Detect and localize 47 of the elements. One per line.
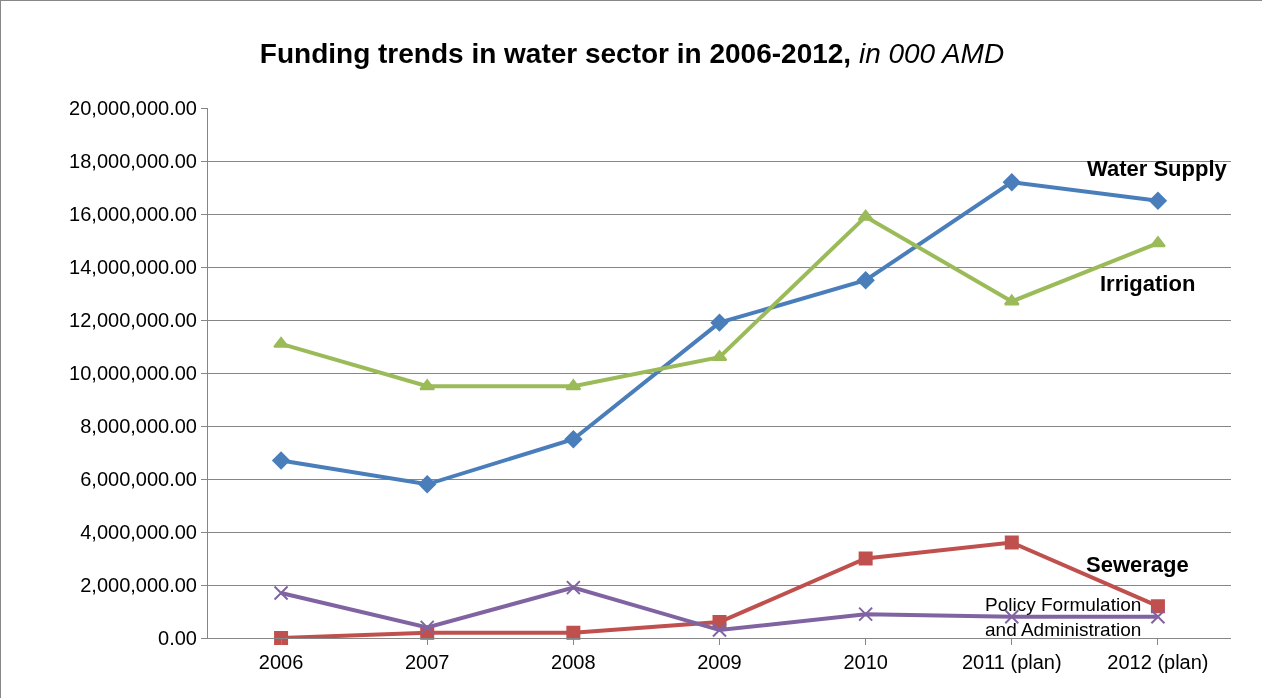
point — [566, 625, 581, 640]
y-tick-label: 6,000,000.00 — [80, 468, 197, 490]
point — [1150, 599, 1165, 614]
point — [712, 622, 727, 638]
x-tick-label: 2008 — [551, 651, 596, 673]
series-label: Water Supply — [1087, 156, 1228, 181]
y-tick-label: 20,000,000.00 — [69, 97, 197, 119]
point — [857, 209, 874, 221]
point — [272, 451, 290, 470]
series-label: Policy Formulation and Administration — [985, 594, 1142, 640]
y-tick-label: 0.00 — [158, 627, 197, 649]
point — [858, 606, 874, 622]
point — [565, 580, 581, 596]
y-tick-label: 14,000,000.00 — [69, 256, 197, 278]
x-tick-label: 2011 (plan) — [961, 651, 1062, 673]
y-tick-label: 2,000,000.00 — [80, 574, 197, 596]
y-tick-label: 4,000,000.00 — [80, 521, 197, 543]
point — [273, 336, 289, 348]
point — [273, 585, 289, 601]
point — [858, 551, 873, 566]
y-tick-label: 8,000,000.00 — [80, 415, 197, 437]
point — [1004, 535, 1019, 550]
point — [1149, 191, 1167, 210]
series-label: Sewerage — [1086, 552, 1189, 577]
point — [711, 350, 728, 362]
point — [710, 313, 729, 332]
point — [565, 379, 582, 391]
point — [1150, 236, 1166, 248]
series-label: Irrigation — [1100, 271, 1196, 296]
x-tick-label: 2009 — [697, 651, 742, 673]
x-tick-label: 2010 — [843, 651, 888, 673]
point — [564, 430, 583, 449]
point — [419, 619, 435, 635]
x-tick-label: 2006 — [258, 651, 304, 673]
y-tick-label: 18,000,000.00 — [69, 150, 197, 172]
x-tick-label: 2007 — [404, 651, 450, 673]
y-tick-label: 10,000,000.00 — [69, 362, 197, 384]
y-tick-label: 16,000,000.00 — [69, 203, 197, 225]
chart-title: Funding trends in water sector in 2006-2012, in 000 AMD — [259, 38, 1005, 70]
point — [1002, 173, 1021, 191]
x-tick-label: 2012 (plan) — [1107, 651, 1209, 673]
y-tick-label: 12,000,000.00 — [69, 309, 197, 331]
point — [418, 475, 437, 494]
point — [419, 379, 436, 391]
point — [1003, 294, 1020, 306]
point — [1150, 609, 1166, 625]
point — [856, 271, 875, 290]
